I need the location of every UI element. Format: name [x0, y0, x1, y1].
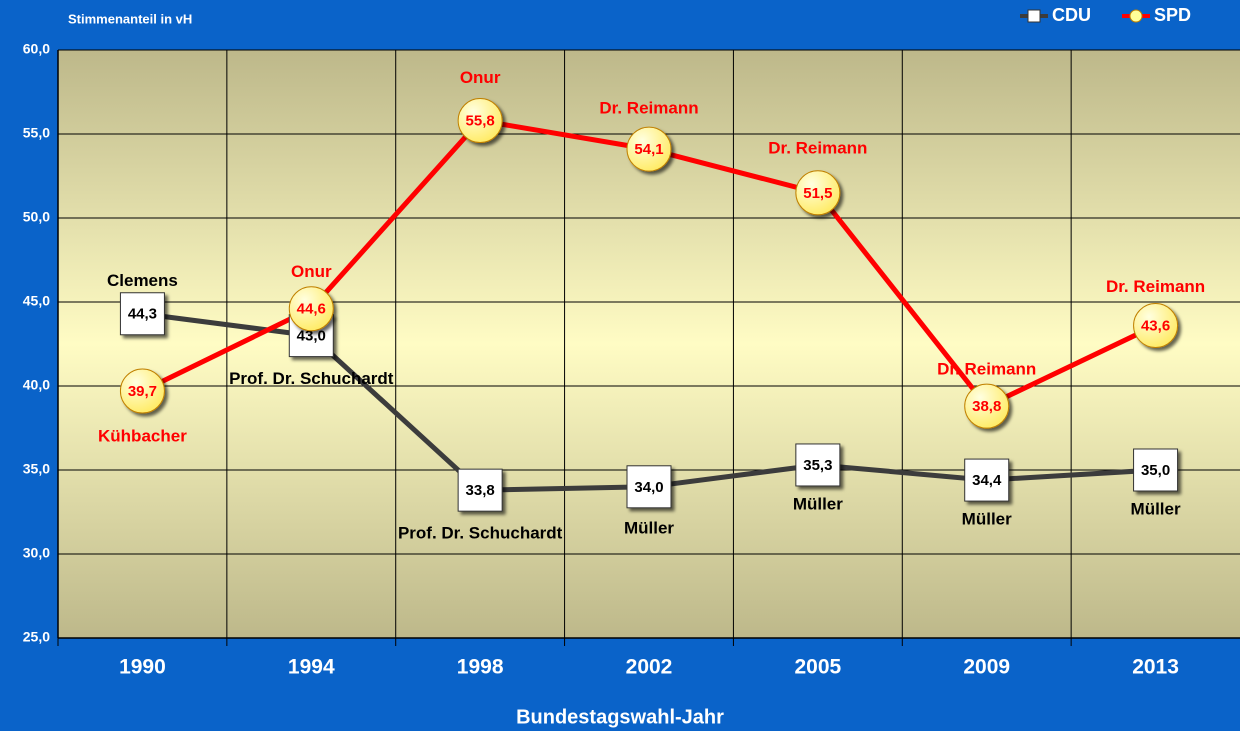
candidate-label: Onur — [460, 68, 501, 87]
y-tick-label: 60,0 — [23, 41, 50, 57]
y-tick-label: 45,0 — [23, 293, 50, 309]
marker — [457, 468, 503, 512]
x-axis-title: Bundestagswahl-Jahr — [516, 706, 724, 728]
candidate-label: Prof. Dr. Schuchardt — [229, 369, 394, 388]
data-label: 33,8 — [466, 482, 495, 499]
y-tick-label: 35,0 — [23, 461, 50, 477]
y-tick-label: 40,0 — [23, 377, 50, 393]
y-tick-label: 30,0 — [23, 545, 50, 561]
data-label: 34,0 — [634, 479, 663, 496]
x-tick-label: 2005 — [794, 656, 841, 679]
data-label: 39,7 — [128, 383, 157, 400]
x-tick-label: 1994 — [288, 656, 335, 679]
candidate-label: Dr. Reimann — [768, 138, 867, 157]
marker — [626, 465, 672, 509]
data-label: 55,8 — [466, 113, 495, 130]
data-label: 43,6 — [1141, 317, 1170, 334]
y-tick-label: 50,0 — [23, 209, 50, 225]
marker — [288, 286, 334, 332]
y-tick-label: 25,0 — [23, 629, 50, 645]
x-tick-label: 2013 — [1132, 656, 1179, 679]
marker — [795, 170, 841, 216]
candidate-label: Onur — [291, 262, 332, 281]
legend-label: CDU — [1052, 5, 1091, 25]
legend-marker — [1129, 9, 1143, 23]
candidate-label: Kühbacher — [98, 427, 187, 446]
candidate-label: Dr. Reimann — [937, 360, 1036, 379]
y-tick-label: 55,0 — [23, 125, 50, 141]
data-label: 43,0 — [297, 328, 326, 345]
x-tick-label: 2002 — [626, 656, 673, 679]
marker — [119, 368, 165, 414]
marker — [457, 98, 503, 144]
x-tick-label: 2009 — [963, 656, 1010, 679]
marker — [119, 292, 165, 336]
data-label: 34,4 — [972, 472, 1002, 489]
candidate-label: Müller — [1131, 499, 1181, 518]
data-label: 35,0 — [1141, 462, 1170, 479]
marker — [1133, 303, 1179, 349]
marker — [795, 443, 841, 487]
candidate-label: Dr. Reimann — [599, 99, 698, 118]
candidate-label: Clemens — [107, 271, 178, 290]
legend-marker — [1027, 9, 1041, 23]
data-label: 44,3 — [128, 306, 157, 323]
data-label: 54,1 — [634, 141, 663, 158]
candidate-label: Prof. Dr. Schuchardt — [398, 524, 563, 543]
data-label: 38,8 — [972, 398, 1001, 415]
candidate-label: Müller — [793, 494, 843, 513]
marker — [1133, 448, 1179, 492]
legend-label: SPD — [1154, 5, 1191, 25]
candidate-label: Müller — [962, 510, 1012, 529]
marker — [626, 126, 672, 172]
data-label: 35,3 — [803, 457, 832, 474]
x-tick-label: 1998 — [457, 656, 504, 679]
candidate-label: Müller — [624, 518, 674, 537]
chart-title: Stimmenanteil in vH — [68, 11, 192, 26]
data-label: 51,5 — [803, 185, 832, 202]
marker — [964, 458, 1010, 502]
data-label: 44,6 — [297, 301, 326, 318]
x-tick-label: 1990 — [119, 656, 166, 679]
marker — [964, 383, 1010, 429]
candidate-label: Dr. Reimann — [1106, 277, 1205, 296]
